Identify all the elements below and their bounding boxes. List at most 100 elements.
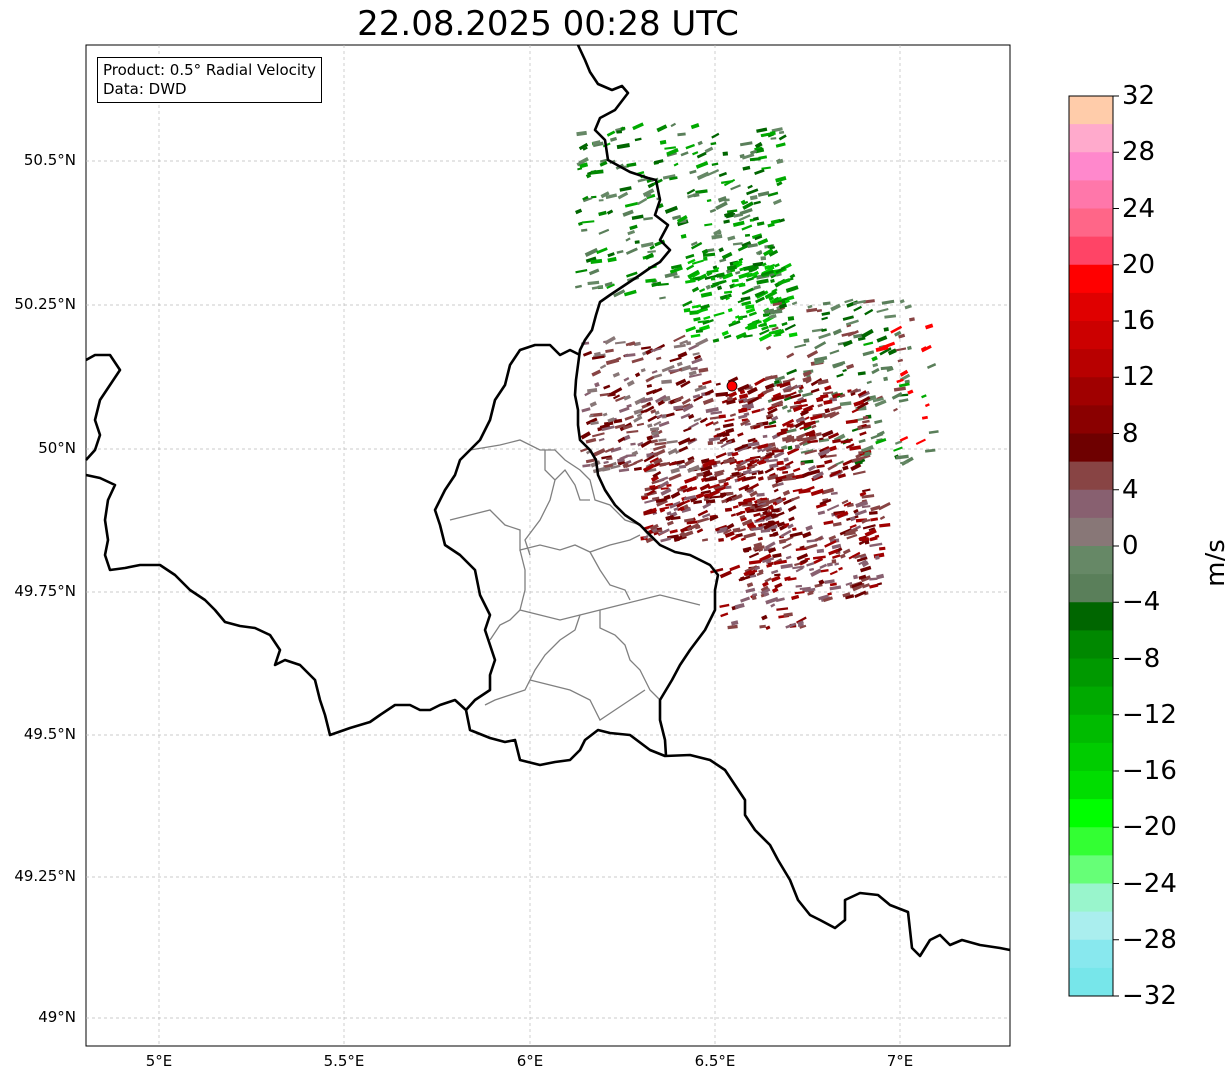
radar-echo — [741, 224, 753, 231]
radar-echo — [591, 369, 602, 377]
radar-echo — [633, 341, 641, 347]
radar-echo — [762, 510, 768, 516]
radar-echo — [658, 476, 669, 482]
radar-echo — [761, 556, 775, 564]
radar-echo — [715, 382, 721, 386]
radar-echo — [645, 278, 656, 283]
radar-echo — [701, 248, 709, 255]
radar-echo — [679, 364, 692, 372]
radar-echo — [686, 486, 698, 493]
radar-echo — [757, 250, 763, 256]
radar-echo — [719, 570, 732, 579]
radar-echo — [761, 262, 767, 267]
radar-echo — [838, 566, 843, 571]
radar-echo — [673, 405, 683, 411]
radar-echo — [773, 488, 779, 493]
radar-echo — [707, 440, 714, 446]
map-title: 22.08.2025 00:28 UTC — [357, 4, 739, 44]
radar-echo — [678, 445, 689, 453]
radar-echo — [879, 347, 892, 356]
radar-echo — [723, 334, 732, 339]
radar-echo — [763, 375, 774, 382]
radar-echo — [714, 427, 721, 431]
radar-echo — [699, 288, 706, 293]
radar-echo — [598, 228, 610, 235]
radar-echo — [824, 459, 833, 465]
radar-echo — [745, 456, 756, 462]
radar-echo — [689, 169, 697, 175]
radar-echo — [751, 595, 757, 601]
radar-echo — [749, 194, 758, 201]
radar-echo — [770, 575, 781, 583]
radar-echo — [768, 249, 779, 257]
radar-echo — [762, 521, 770, 526]
radar-echo — [577, 221, 583, 226]
radar-echo — [924, 448, 936, 453]
radar-echo — [785, 555, 792, 560]
radar-echo — [754, 235, 763, 241]
radar-echo — [774, 328, 785, 337]
radar-echo — [649, 245, 656, 250]
radar-echo — [740, 596, 751, 603]
radar-echo — [614, 423, 626, 430]
radar-echo — [843, 501, 852, 507]
radar-echo — [581, 220, 595, 224]
radar-echo — [730, 534, 739, 541]
radar-echo — [821, 450, 830, 456]
radar-echo — [585, 417, 598, 426]
lat-tick-label: 49°N — [38, 1008, 76, 1026]
radar-echo — [890, 325, 903, 334]
radar-echo — [696, 151, 707, 159]
radar-echo — [704, 389, 715, 396]
radar-echo — [704, 223, 713, 227]
radar-echo — [845, 527, 859, 536]
radar-echo — [829, 469, 842, 478]
radar-echo — [845, 581, 853, 586]
radar-echo — [730, 620, 739, 626]
radar-echo — [819, 580, 825, 585]
radar-echo — [622, 424, 633, 430]
radar-echo — [832, 393, 838, 399]
radar-echo — [752, 593, 758, 597]
radar-echo — [753, 542, 763, 548]
radar-echo — [778, 130, 785, 135]
radar-echo — [858, 390, 870, 399]
radar-echo — [893, 347, 907, 352]
radar-echo — [575, 269, 588, 274]
radar-echo — [579, 162, 589, 169]
radar-echo — [856, 401, 869, 410]
radar-echo — [810, 488, 824, 497]
radar-echo — [818, 594, 829, 601]
radar-echo — [743, 569, 753, 577]
radar-echo — [801, 485, 815, 493]
radar-echo — [703, 256, 708, 261]
colorbar-tick-label: −16 — [1122, 756, 1177, 786]
radar-echo — [747, 184, 753, 189]
radar-echo — [896, 378, 904, 384]
radar-echo — [742, 165, 751, 171]
radar-echo — [625, 247, 638, 255]
radar-echo — [795, 547, 808, 552]
radar-echo — [921, 394, 927, 399]
radar-echo — [734, 603, 745, 610]
radar-echo — [647, 415, 658, 423]
radar-echo — [675, 449, 681, 455]
radar-echo — [703, 492, 712, 498]
radar-echo — [742, 201, 754, 210]
radar-echo — [821, 487, 835, 495]
radar-echo — [668, 369, 680, 373]
radar-echo — [737, 315, 744, 321]
radar-echo — [729, 564, 741, 572]
radar-echo — [692, 394, 701, 399]
radar-echo — [720, 294, 728, 301]
radar-echo — [829, 570, 838, 576]
radar-echo — [804, 429, 816, 437]
radar-echo — [735, 331, 747, 340]
radar-echo — [640, 368, 646, 373]
colorbar-tick-label: 16 — [1122, 306, 1156, 336]
radar-echo — [836, 373, 844, 378]
radar-echo — [591, 285, 604, 290]
colorbar-segment — [1069, 208, 1113, 238]
radar-echo — [606, 130, 616, 137]
